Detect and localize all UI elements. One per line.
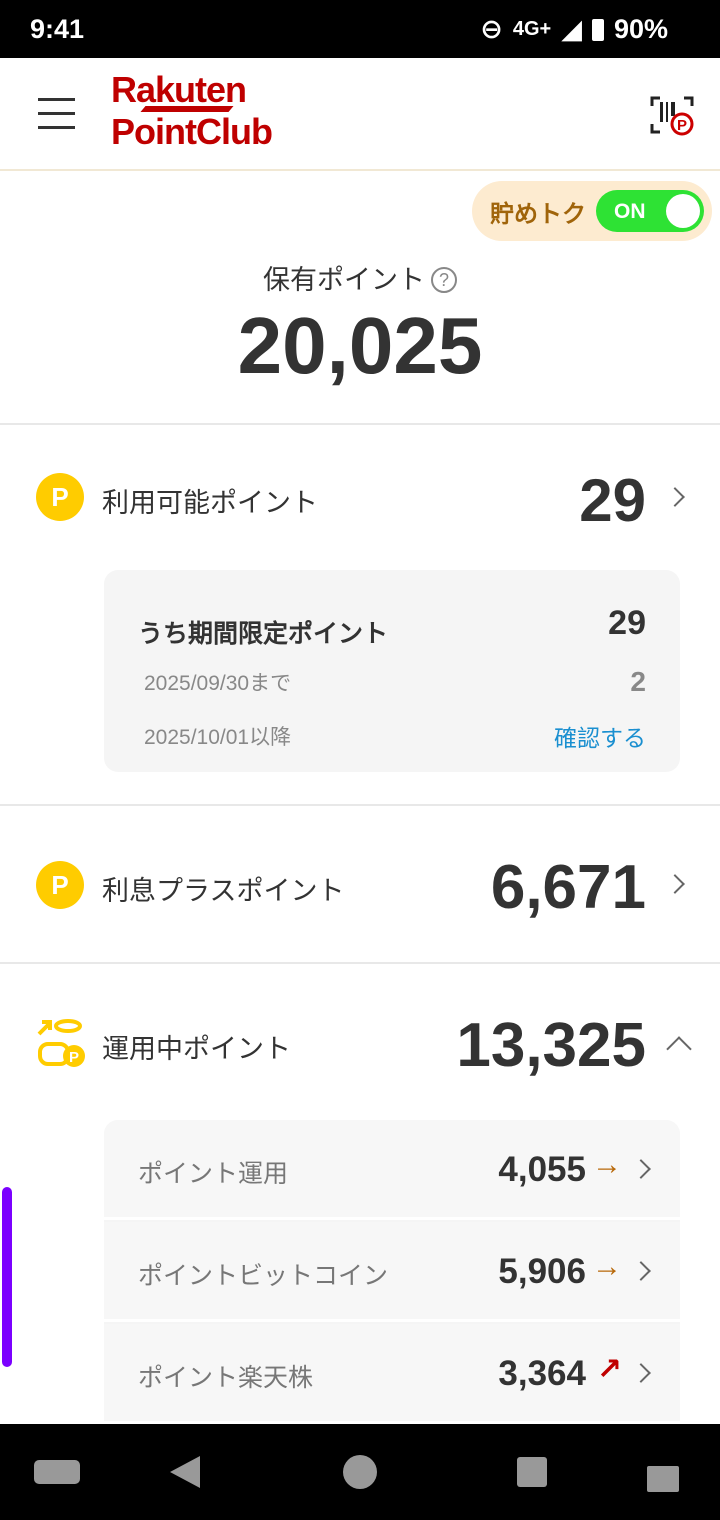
interest-points-label[interactable]: 利息プラスポイント xyxy=(102,876,345,906)
toggle-switch[interactable]: ON xyxy=(596,190,704,232)
expiry-date: 2025/09/30まで xyxy=(144,672,292,695)
invest-item-label: ポイント楽天株 xyxy=(138,1364,314,1392)
app-header xyxy=(0,58,720,171)
back-icon[interactable] xyxy=(170,1456,200,1488)
cell-signal-icon: ◢ xyxy=(561,14,582,44)
interest-points-value[interactable]: 6,671 xyxy=(490,853,646,922)
interest-plus-point-icon: P xyxy=(36,861,84,909)
invest-coins-icon: P xyxy=(36,1018,86,1068)
trend-up-arrow-icon: ↗ xyxy=(596,1353,622,1386)
held-points-label: 保有ポイント? xyxy=(0,258,720,297)
signal-icon: ⊖ xyxy=(480,14,503,44)
limited-points-card: うち期間限定ポイント 29 2025/09/30まで 2 2025/10/01以… xyxy=(104,570,680,772)
svg-text:P: P xyxy=(677,117,687,134)
held-label-text: 保有ポイント xyxy=(263,265,425,295)
battery-level: 90% xyxy=(613,14,668,44)
invest-item-value: 4,055 xyxy=(498,1150,586,1189)
chevron-right-icon xyxy=(631,1159,651,1179)
divider xyxy=(0,804,720,806)
invest-item[interactable]: ポイント楽天株 3,364 ↗ xyxy=(104,1324,680,1424)
svg-text:P: P xyxy=(69,1049,79,1066)
help-icon[interactable]: ? xyxy=(431,267,457,293)
invest-item-value: 3,364 xyxy=(498,1354,586,1393)
invest-item-value: 5,906 xyxy=(498,1252,586,1291)
logo-line1: Rakuten xyxy=(111,69,247,110)
limited-points-label: うち期間限定ポイント xyxy=(138,620,389,648)
chevron-right-icon xyxy=(631,1363,651,1383)
navigation-bar xyxy=(0,1424,720,1520)
network-type: 4G+ xyxy=(512,18,552,40)
status-icons: ⊖ 4G+ ◢ 90% xyxy=(480,14,668,45)
invest-item[interactable]: ポイントビットコイン 5,906 → xyxy=(104,1222,680,1322)
point-card-barcode-icon[interactable]: P xyxy=(650,96,694,136)
toggle-state: ON xyxy=(614,200,646,223)
limited-points-value: 29 xyxy=(608,604,646,642)
expiry-date: 2025/10/01以降 xyxy=(144,726,292,749)
menu-button[interactable] xyxy=(38,98,75,130)
scrollbar[interactable] xyxy=(2,1187,12,1367)
invest-breakdown-card: ポイント運用 4,055 → ポイントビットコイン 5,906 → ポイント楽天… xyxy=(104,1120,680,1440)
invest-item-label: ポイント運用 xyxy=(138,1160,289,1188)
divider xyxy=(0,423,720,425)
trend-flat-arrow-icon: → xyxy=(592,1148,622,1181)
expiry-value: 2 xyxy=(630,666,646,697)
available-points-label[interactable]: 利用可能ポイント xyxy=(102,488,318,518)
invest-item-label: ポイントビットコイン xyxy=(138,1262,389,1290)
chevron-right-icon[interactable] xyxy=(665,487,685,507)
chevron-right-icon xyxy=(631,1261,651,1281)
status-bar: 9:41 ⊖ 4G+ ◢ 90% xyxy=(0,0,720,58)
rakuten-pointclub-logo[interactable]: Rakuten PointClub xyxy=(111,69,273,152)
trend-flat-arrow-icon: → xyxy=(592,1250,622,1283)
available-points-value[interactable]: 29 xyxy=(579,467,646,534)
chevron-right-icon[interactable] xyxy=(665,874,685,894)
battery-icon xyxy=(591,18,604,41)
confirm-link[interactable]: 確認する xyxy=(554,725,646,751)
invest-points-value[interactable]: 13,325 xyxy=(456,1011,646,1080)
invest-points-label[interactable]: 運用中ポイント xyxy=(102,1034,291,1064)
unlock-icon[interactable] xyxy=(647,1466,679,1492)
recents-icon[interactable] xyxy=(517,1457,547,1487)
held-points-total: 20,025 xyxy=(237,301,483,390)
divider xyxy=(0,962,720,964)
gamepad-icon[interactable] xyxy=(34,1460,80,1484)
chevron-up-icon[interactable] xyxy=(666,1036,692,1062)
point-icon: P xyxy=(36,473,84,521)
toggle-label: 貯めトク xyxy=(490,200,586,228)
invest-item[interactable]: ポイント運用 4,055 → xyxy=(104,1120,680,1220)
home-icon[interactable] xyxy=(343,1455,377,1489)
status-time: 9:41 xyxy=(30,14,85,44)
tametoku-toggle[interactable]: 貯めトク ON xyxy=(472,181,712,241)
logo-line2: PointClub xyxy=(111,111,273,152)
